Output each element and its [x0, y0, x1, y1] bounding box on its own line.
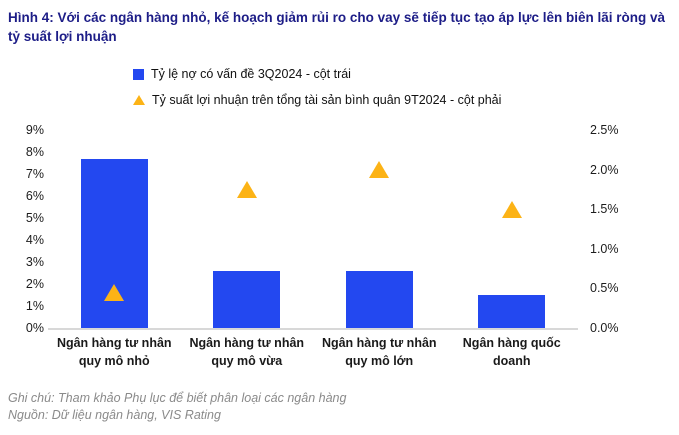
- category-label-0: Ngân hàng tư nhân quy mô nhỏ: [56, 336, 172, 368]
- category-label-2: Ngân hàng tư nhân quy mô lớn: [321, 336, 437, 368]
- x-axis-line: [48, 328, 578, 330]
- left-axis-tick-label: 0%: [25, 321, 44, 335]
- left-axis-tick-label: 9%: [25, 123, 44, 137]
- right-axis-tick-label: 0.5%: [590, 281, 619, 296]
- bar-0: [80, 158, 148, 328]
- bar-3: [478, 295, 546, 328]
- footer-source: Nguồn: Dữ liệu ngân hàng, VIS Rating: [8, 408, 221, 422]
- legend-item-bar: Tỷ lệ nợ có vấn đề 3Q2024 - cột trái: [133, 65, 351, 83]
- legend-label-triangle: Tỷ suất lợi nhuận trên tổng tài sản bình…: [152, 93, 502, 107]
- right-axis-tick-label: 1.0%: [590, 241, 619, 256]
- triangle-marker-0: [104, 283, 125, 301]
- chart-title: Hình 4: Với các ngân hàng nhỏ, kế hoạch …: [8, 10, 666, 44]
- bar-2: [345, 270, 413, 328]
- legend-square-icon: [133, 68, 144, 80]
- category-label-3: Ngân hàng quốc doanh: [462, 336, 561, 368]
- legend-item-triangle: Tỷ suất lợi nhuận trên tổng tài sản bình…: [133, 91, 501, 109]
- right-axis-tick-label: 1.5%: [590, 202, 619, 217]
- footer-note: Ghi chú: Tham khảo Phụ lục để biết phân …: [8, 391, 347, 405]
- chart-footer: Ghi chú: Tham khảo Phụ lục để biết phân …: [8, 390, 648, 424]
- left-axis-tick-label: 6%: [25, 189, 44, 203]
- left-axis-tick-label: 2%: [25, 277, 44, 291]
- right-axis-tick-label: 0.0%: [590, 321, 619, 335]
- legend-triangle-icon: [133, 95, 145, 105]
- legend-label-bar: Tỷ lệ nợ có vấn đề 3Q2024 - cột trái: [151, 67, 351, 81]
- triangle-marker-1: [236, 180, 257, 198]
- left-axis-tick-label: 4%: [25, 233, 44, 247]
- triangle-marker-2: [369, 161, 390, 179]
- left-axis-tick-label: 7%: [25, 167, 44, 181]
- left-axis-tick-label: 8%: [25, 145, 44, 159]
- category-label-1: Ngân hàng tư nhân quy mô vừa: [189, 336, 305, 368]
- bar-1: [213, 270, 281, 328]
- left-axis-tick-label: 1%: [25, 299, 44, 313]
- triangle-marker-3: [501, 200, 522, 218]
- left-axis-tick-label: 3%: [25, 255, 44, 269]
- left-axis-tick-label: 5%: [25, 211, 44, 225]
- right-axis-tick-label: 2.5%: [590, 123, 619, 137]
- right-axis-tick-label: 2.0%: [590, 162, 619, 177]
